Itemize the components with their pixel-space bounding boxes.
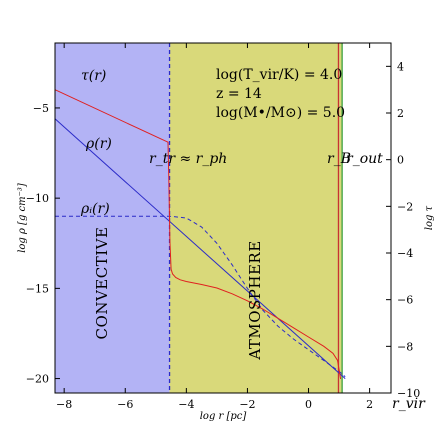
params-line-2: z = 14: [216, 86, 262, 102]
x-tick-label-5: 2: [366, 398, 373, 411]
series-line-1: [55, 215, 346, 378]
r-vir-label: r_vir: [392, 396, 426, 412]
y2-tick-label-3: −4: [397, 247, 413, 260]
y-tick-label-2: −10: [26, 192, 49, 205]
r-out-label: r_out: [346, 151, 383, 167]
y-axis-label: log ρ [g cm⁻³]: [17, 183, 28, 253]
plot-frame: [54, 42, 392, 394]
x-axis-label: log r [pc]: [200, 411, 247, 422]
x-tick-label-2: −4: [178, 398, 194, 411]
y-tick-label-0: −20: [26, 373, 49, 386]
y2-tick-label-4: −2: [397, 200, 413, 213]
y2-tick-label-6: 2: [397, 107, 404, 120]
y2-tick-label-0: −10: [397, 387, 420, 400]
y2-axis-label: log τ: [424, 205, 435, 230]
regions-layer: [55, 43, 343, 393]
series-line-2: [54, 89, 342, 380]
region-label-convective: CONVECTIVE: [93, 227, 111, 340]
y2-tick-label-1: −8: [397, 340, 413, 353]
params-line-3: log(M•/M⊙) = 5.0: [216, 105, 345, 121]
x-tick-label-0: −8: [56, 398, 72, 411]
x-tick-label-4: 0: [305, 398, 312, 411]
y-tick-label-1: −15: [26, 282, 49, 295]
x-tick-label-1: −6: [117, 398, 133, 411]
tau-label: τ(r): [81, 68, 106, 84]
region-atmosphere: [169, 43, 343, 393]
params-line-1: log(T_vir/K) = 4.0: [216, 67, 342, 83]
r-tr-label: r_tr ≈ r_ph: [149, 151, 227, 167]
y2-tick-label-7: 4: [397, 60, 404, 73]
series-layer: [54, 43, 346, 393]
region-label-atmosphere: ATMOSPHERE: [246, 240, 264, 360]
r-b-label: r_B: [327, 151, 351, 167]
rho-i-label: ρᵢ(r): [80, 201, 110, 217]
series-line-0: [54, 118, 346, 379]
y-tick-label-3: −5: [33, 102, 49, 115]
y2-tick-label-5: 0: [397, 154, 404, 167]
y2-tick-label-2: −6: [397, 294, 413, 307]
rho-label: ρ(r): [85, 136, 112, 152]
x-tick-label-3: −2: [239, 398, 255, 411]
region-convective: [55, 43, 170, 393]
